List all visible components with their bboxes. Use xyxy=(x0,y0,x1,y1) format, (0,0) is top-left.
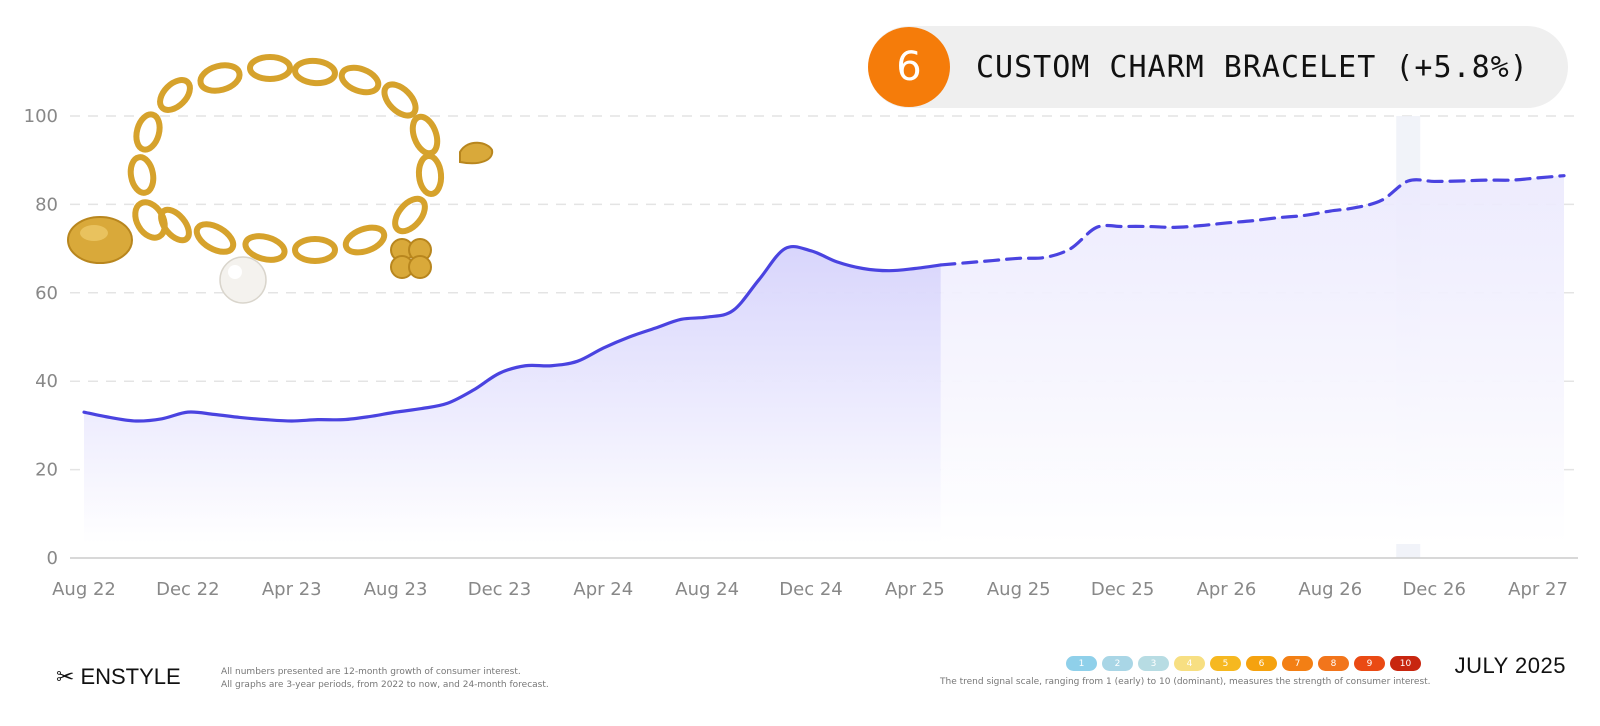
footnote-line-2: All graphs are 3-year periods, from 2022… xyxy=(221,680,549,690)
historical-area-fill xyxy=(84,246,941,544)
x-tick-label: Aug 24 xyxy=(675,579,739,600)
x-tick-label: Aug 25 xyxy=(987,579,1051,600)
x-tick-label: Aug 22 xyxy=(52,579,116,600)
historical-series-line xyxy=(82,245,943,423)
y-tick-label: 40 xyxy=(35,371,58,392)
y-tick-label: 60 xyxy=(35,283,58,304)
footnotes: All numbers presented are 12-month growt… xyxy=(221,666,549,692)
brand-logo: ✂ ENSTYLE xyxy=(56,664,181,690)
x-tick-label: Dec 22 xyxy=(156,579,219,600)
scale-pill-5: 5 xyxy=(1210,656,1241,671)
scale-pill-2: 2 xyxy=(1102,656,1133,671)
scale-pill-9: 9 xyxy=(1354,656,1385,671)
x-tick-label: Apr 27 xyxy=(1508,579,1568,600)
trend-title-badge: 6 CUSTOM CHARM BRACELET (+5.8%) xyxy=(868,26,1568,108)
trend-title: CUSTOM CHARM BRACELET (+5.8%) xyxy=(976,49,1529,85)
scale-pill-1: 1 xyxy=(1066,656,1097,671)
x-tick-label: Dec 23 xyxy=(468,579,531,600)
x-tick-label: Apr 25 xyxy=(885,579,945,600)
x-tick-labels: Aug 22 Dec 22 Apr 23 Aug 23 Dec 23 Apr 24 Aug … xyxy=(52,579,1568,600)
scale-pill-3: 3 xyxy=(1138,656,1169,671)
trend-signal-scale: 1 2 3 4 5 6 7 8 9 10 xyxy=(1066,656,1421,671)
x-tick-label: Apr 24 xyxy=(573,579,633,600)
scale-pill-8: 8 xyxy=(1318,656,1349,671)
x-tick-label: Dec 25 xyxy=(1091,579,1154,600)
y-tick-labels: 0 20 40 60 80 100 xyxy=(24,106,58,569)
scale-pill-6: 6 xyxy=(1246,656,1277,671)
scale-pill-4: 4 xyxy=(1174,656,1205,671)
forecast-series-line xyxy=(939,174,1566,267)
x-tick-label: Aug 23 xyxy=(364,579,428,600)
y-tick-label: 80 xyxy=(35,194,58,215)
forecast-area-fill xyxy=(940,175,1564,545)
scale-note: The trend signal scale, ranging from 1 (… xyxy=(940,677,1431,687)
scissors-icon: ✂ xyxy=(56,664,75,689)
x-tick-label: Dec 26 xyxy=(1402,579,1465,600)
brand-name: ENSTYLE xyxy=(80,664,181,689)
x-tick-label: Apr 26 xyxy=(1197,579,1257,600)
charm-bracelet-image xyxy=(67,54,494,304)
footnote-line-1: All numbers presented are 12-month growt… xyxy=(221,667,521,677)
area-fills xyxy=(84,175,1564,545)
y-tick-label: 0 xyxy=(47,548,58,569)
series-lines xyxy=(82,174,1566,423)
scale-pill-10: 10 xyxy=(1390,656,1421,671)
scale-pill-7: 7 xyxy=(1282,656,1313,671)
x-tick-label: Aug 26 xyxy=(1298,579,1362,600)
report-date: JULY 2025 xyxy=(1454,653,1566,678)
x-tick-label: Dec 24 xyxy=(779,579,842,600)
x-tick-label: Apr 23 xyxy=(262,579,322,600)
y-tick-label: 100 xyxy=(24,106,58,127)
rank-badge: 6 xyxy=(868,27,950,107)
y-tick-label: 20 xyxy=(35,460,58,481)
